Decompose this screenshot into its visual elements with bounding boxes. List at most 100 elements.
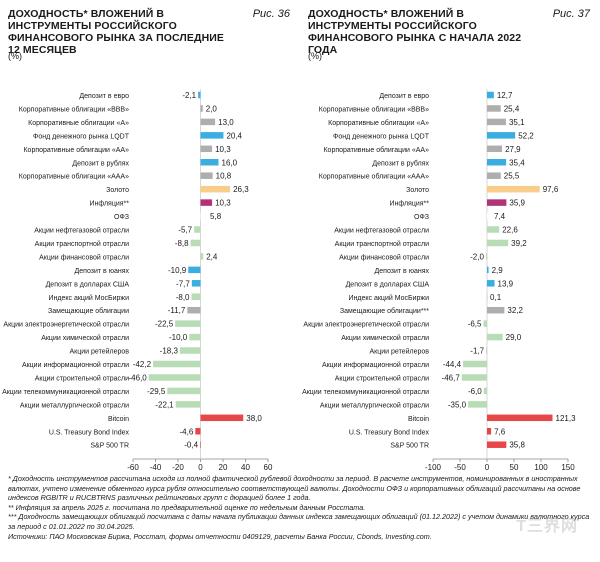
data-label: 7,6 bbox=[494, 427, 506, 436]
data-label: -35,0 bbox=[448, 400, 467, 409]
data-label: -10,0 bbox=[169, 333, 188, 342]
data-label: 32,2 bbox=[507, 306, 523, 315]
bar bbox=[190, 239, 201, 247]
bar bbox=[175, 401, 201, 408]
data-label: 22,6 bbox=[502, 226, 518, 235]
data-label: -46,7 bbox=[442, 373, 461, 382]
bar bbox=[200, 132, 224, 139]
data-label: -22,1 bbox=[155, 400, 174, 409]
category-label: Золото bbox=[406, 187, 429, 194]
category-label: Инфляция** bbox=[389, 201, 429, 208]
category-label: Индекс акций МосБиржи bbox=[349, 294, 430, 302]
category-label: S&P 500 TR bbox=[390, 443, 429, 450]
data-label: -10,9 bbox=[168, 266, 187, 275]
bar bbox=[463, 360, 487, 368]
bar bbox=[487, 118, 506, 126]
category-label: Корпоративные облигации «AA» bbox=[323, 146, 429, 154]
data-label: 35,4 bbox=[509, 158, 525, 167]
data-label: 10,8 bbox=[216, 172, 232, 181]
category-label: Акции телекоммуникационной отрасли bbox=[302, 388, 429, 396]
category-label: Акции финансовой отрасли bbox=[339, 253, 429, 261]
bar bbox=[487, 239, 509, 247]
footnote: * Доходность инструментов рассчитана исх… bbox=[8, 474, 581, 503]
bar bbox=[200, 118, 216, 126]
data-label: 26,3 bbox=[233, 185, 249, 194]
data-label: -42,2 bbox=[133, 360, 152, 369]
bar bbox=[187, 306, 201, 314]
data-label: 29,0 bbox=[506, 333, 522, 342]
bar bbox=[200, 159, 219, 166]
bar bbox=[487, 414, 553, 422]
data-label: -8,0 bbox=[176, 293, 190, 302]
category-label: S&P 500 TR bbox=[90, 443, 129, 450]
data-label: 2,4 bbox=[206, 252, 218, 261]
data-label: 0,1 bbox=[490, 293, 502, 302]
bar bbox=[487, 91, 494, 99]
category-label: ОФЗ bbox=[114, 214, 129, 221]
data-label: 38,0 bbox=[246, 414, 262, 423]
bar bbox=[487, 212, 491, 220]
bar bbox=[485, 253, 487, 260]
category-label: Акции информационной отрасли bbox=[322, 361, 429, 369]
bar bbox=[487, 266, 489, 274]
data-label: 39,2 bbox=[511, 239, 527, 248]
data-label: -6,0 bbox=[468, 387, 482, 396]
category-label: Замещающие облигации bbox=[48, 307, 129, 315]
data-label: -11,7 bbox=[168, 306, 186, 315]
data-label: 12,7 bbox=[497, 91, 513, 100]
category-label: Депозит в долларах США bbox=[346, 281, 430, 288]
bar bbox=[487, 132, 516, 139]
bar bbox=[194, 226, 201, 233]
category-label: Акции электроэнергетической отрасли bbox=[303, 321, 429, 329]
category-label: Корпоративные облигации «A» bbox=[328, 119, 429, 127]
category-label: Индекс акций МосБиржи bbox=[49, 294, 130, 302]
data-label: 10,3 bbox=[215, 199, 231, 208]
data-label: 20,4 bbox=[226, 131, 242, 140]
bar bbox=[191, 280, 201, 287]
category-label: Bitcoin bbox=[108, 416, 129, 423]
bar bbox=[487, 306, 505, 314]
bar bbox=[200, 172, 213, 179]
category-label: Bitcoin bbox=[408, 416, 429, 423]
category-label: Корпоративные облигации «AA» bbox=[23, 146, 129, 154]
bar bbox=[487, 333, 503, 341]
data-label: 7,4 bbox=[494, 212, 506, 221]
x-tick-label: 20 bbox=[219, 463, 228, 472]
category-label: Депозит в юанях bbox=[375, 268, 430, 275]
category-label: Инфляция** bbox=[89, 201, 129, 208]
category-label: Корпоративные облигации «BBB» bbox=[319, 105, 429, 113]
footnote: *** Доходность замещающих облигаций посч… bbox=[8, 512, 590, 531]
category-label: Акции телекоммуникационной отрасли bbox=[2, 388, 129, 396]
data-label: 52,2 bbox=[518, 131, 534, 140]
category-label: Акции нефтегазовой отрасли bbox=[334, 227, 429, 235]
bar bbox=[200, 212, 208, 220]
bar bbox=[200, 145, 213, 153]
data-label: 10,3 bbox=[215, 145, 231, 154]
bar bbox=[200, 441, 201, 448]
bar bbox=[487, 105, 501, 112]
bar bbox=[200, 253, 204, 260]
x-tick-label: 100 bbox=[534, 463, 548, 472]
x-tick-label: -60 bbox=[127, 463, 139, 472]
unit-label: (%) bbox=[308, 51, 322, 61]
bar bbox=[487, 441, 507, 448]
bar bbox=[200, 185, 231, 193]
bar bbox=[487, 159, 507, 166]
bar bbox=[148, 374, 201, 381]
data-label: -8,8 bbox=[175, 239, 189, 248]
category-label: Депозит в евро bbox=[79, 93, 129, 100]
x-tick-label: 150 bbox=[561, 463, 575, 472]
data-label: 2,9 bbox=[492, 266, 504, 275]
category-label: Акции нефтегазовой отрасли bbox=[34, 227, 129, 235]
data-label: -29,5 bbox=[147, 387, 166, 396]
bar bbox=[487, 199, 507, 206]
category-label: Акции металлургической отрасли bbox=[20, 401, 129, 409]
category-label: Депозит в юанях bbox=[75, 268, 130, 275]
footnote: ** Инфляция за апрель 2025 г. посчитана … bbox=[8, 502, 366, 512]
category-label: Корпоративные облигации «A» bbox=[28, 119, 129, 127]
category-label: ОФЗ bbox=[414, 214, 429, 221]
bar bbox=[195, 428, 201, 435]
category-label: Акции финансовой отрасли bbox=[39, 253, 129, 261]
bar bbox=[461, 374, 487, 381]
data-label: 16,0 bbox=[222, 158, 238, 167]
